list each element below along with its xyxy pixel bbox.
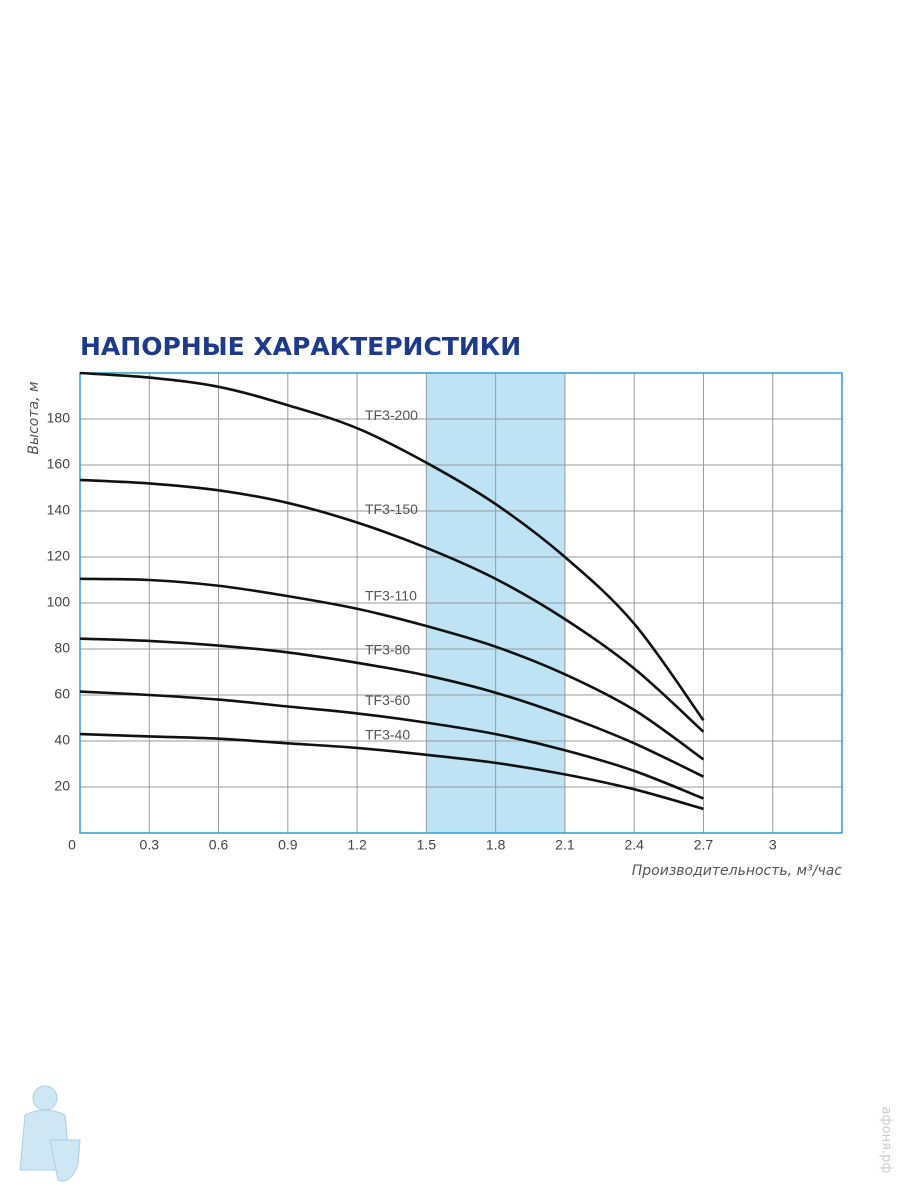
x-tick-label: 0.6 [209,837,229,853]
x-axis-label: Производительность, м³/час [632,863,843,879]
x-tick-label: 0 [68,837,76,853]
chart-title: НАПОРНЫЕ ХАРАКТЕРИСТИКИ [80,332,521,361]
mascot [19,1085,81,1182]
curve-label: TF3-200 [365,407,418,423]
curve [79,371,705,722]
y-tick-label: 20 [54,778,70,794]
curve-label: TF3-150 [365,501,418,517]
y-tick-label: 120 [47,548,71,564]
y-tick-label: 140 [47,502,71,518]
x-tick-label: 2.7 [694,837,714,853]
curve-label: TF3-110 [365,587,417,603]
curve-label: TF3-60 [365,692,410,708]
x-tick-label: 2.1 [555,837,575,853]
x-tick-label: 3 [769,837,777,853]
y-tick-label: 100 [47,594,71,610]
x-tick-label: 0.3 [140,837,160,853]
x-tick-label: 1.5 [417,837,437,853]
curve [79,690,704,800]
curve [79,637,705,778]
y-tick-label: 40 [54,732,70,748]
y-tick-label: 80 [54,640,70,656]
x-tick-label: 1.8 [486,837,506,853]
plot-frame [79,372,843,834]
x-tick-label: 0.9 [278,837,298,853]
watermark: афоня.рф [879,1107,894,1174]
curve-label: TF3-40 [365,727,410,743]
y-tick-label: 60 [54,686,70,702]
curve [79,732,704,811]
y-axis-label: Высота, м [26,381,42,455]
curve-label: TF3-80 [365,642,410,658]
curve [79,478,705,733]
curve [79,577,705,761]
y-tick-label: 180 [47,410,71,426]
x-tick-label: 2.4 [624,837,644,853]
x-tick-label: 1.2 [347,837,367,853]
y-tick-label: 160 [47,456,71,472]
